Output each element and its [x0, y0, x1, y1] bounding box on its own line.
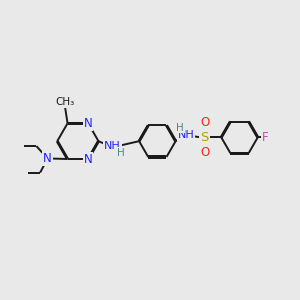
Text: NH: NH [178, 130, 194, 140]
Text: H: H [176, 123, 184, 133]
Text: H: H [117, 148, 124, 158]
Text: N: N [43, 152, 52, 165]
Text: N: N [84, 117, 92, 130]
Text: S: S [200, 131, 209, 144]
Text: O: O [200, 116, 210, 129]
Text: CH₃: CH₃ [56, 97, 75, 106]
Text: O: O [200, 146, 210, 159]
Text: N: N [84, 152, 92, 166]
Text: F: F [262, 131, 268, 144]
Text: NH: NH [104, 141, 121, 151]
